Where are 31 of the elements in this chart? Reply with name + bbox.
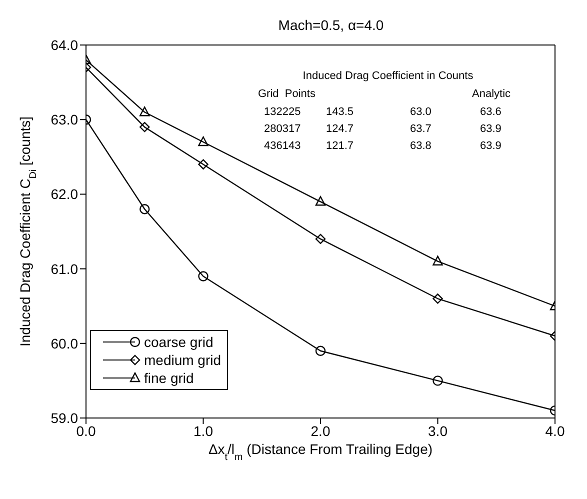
point (432, 256, 443, 266)
x-tick-label: 1.0 (194, 422, 214, 439)
text: 280317 124.7 63.7 63.9 (264, 123, 502, 135)
point (315, 196, 326, 206)
chart-title: Mach=0.5, α=4.0 (278, 17, 384, 33)
text: 132225 143.5 63.0 63.6 (264, 106, 502, 118)
point (198, 136, 208, 146)
point (315, 346, 326, 356)
legend-label: coarse grid (144, 334, 214, 350)
y-tick-label: 59.0 (50, 410, 78, 426)
y-tick-label: 61.0 (50, 260, 78, 277)
x-tick-label: 3.0 (428, 422, 448, 439)
y-tick-label: 62.0 (50, 186, 78, 202)
x-axis-title: Δx$_{t}$/l$_{m}$ (Distance From Trailing Edge) (208, 441, 433, 462)
point (315, 234, 326, 244)
legend-label: fine grid (144, 370, 194, 386)
y-tick-label: 64.0 (50, 36, 78, 53)
point (198, 271, 208, 282)
point (432, 294, 443, 304)
y-tick-label: 60.0 (50, 335, 78, 352)
legend-label: medium grid (144, 352, 222, 368)
y-tick-label: 63.0 (50, 112, 78, 128)
x-tick-label: 2.0 (310, 422, 330, 439)
point (198, 159, 208, 170)
annotation: Grid Points (258, 88, 316, 100)
point (432, 376, 443, 386)
x-tick-label: 4.0 (545, 422, 565, 439)
x-tick-label: 0.0 (76, 422, 96, 439)
annotation: Analytic (472, 88, 511, 100)
text: 436143 121.7 63.8 63.9 (264, 140, 502, 152)
annotation: Induced Drag Coefficient in Counts (302, 70, 474, 82)
